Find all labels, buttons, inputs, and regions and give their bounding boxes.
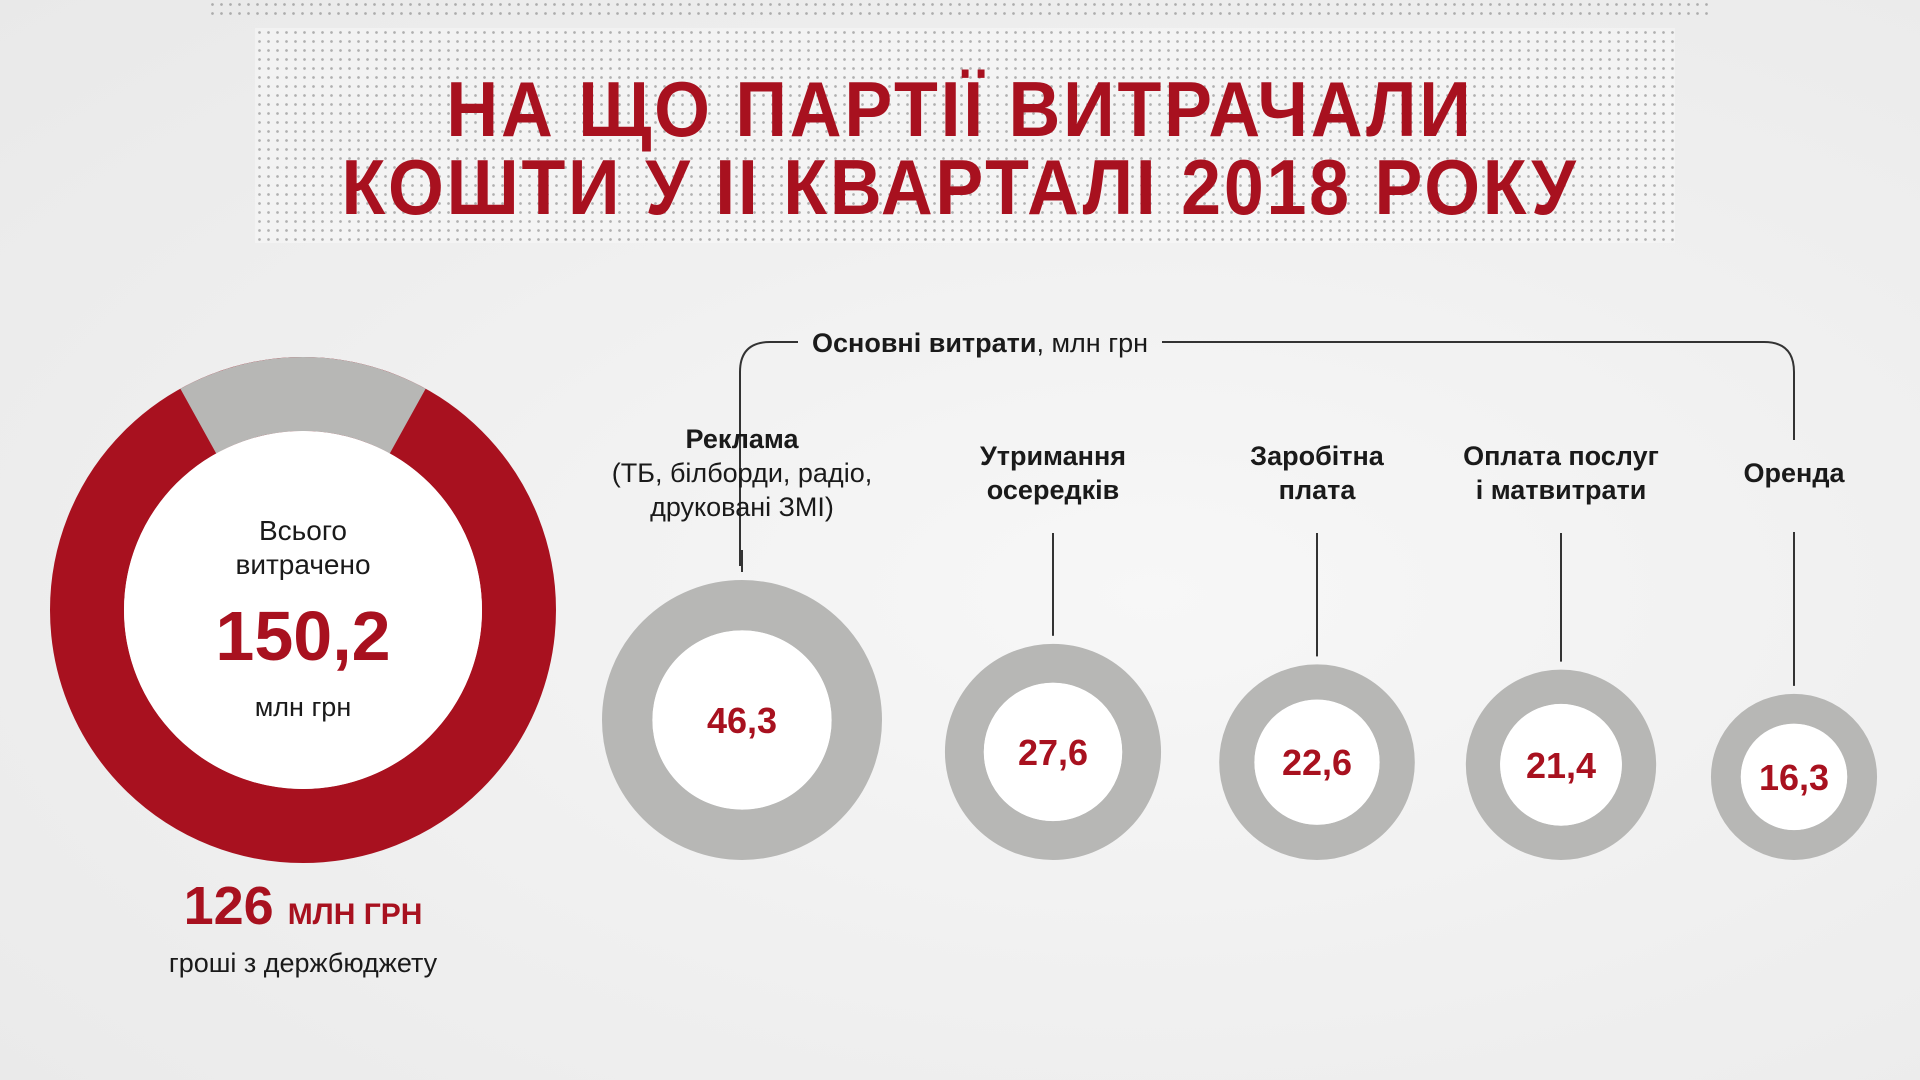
bracket-line-left xyxy=(739,341,798,566)
category-label-заробітна-плата-2: плата xyxy=(1279,475,1357,505)
category-оплата-послуг-і-матвитрати: 21,4 Оплата послуг і матвитрати xyxy=(1463,441,1659,860)
decorative-dot-strip xyxy=(208,0,1708,18)
total-label-line-2: витрачено xyxy=(235,549,370,580)
total-label-line-1: Всього xyxy=(259,515,347,546)
category-ring-hole-утримання-осередків xyxy=(983,682,1123,822)
budget-value: 126 xyxy=(184,876,274,936)
total-value: 150,2 xyxy=(215,597,390,675)
category-утримання-осередків: 27,6 Утримання осередків xyxy=(944,441,1162,860)
total-donut: Всього витрачено 150,2 млн грн xyxy=(50,357,556,863)
budget-line: 126 МЛН ГРН xyxy=(184,876,423,936)
category-value-заробітна-плата: 22,6 xyxy=(1282,742,1352,783)
budget-caption: гроші з держбюджету xyxy=(169,948,438,978)
category-label-оренда-1: Оренда xyxy=(1744,458,1846,488)
category-label-утримання-осередків-1: Утримання xyxy=(980,441,1126,471)
budget-unit: МЛН ГРН xyxy=(288,898,423,931)
category-label-утримання-осередків-2: осередків xyxy=(987,475,1119,505)
category-value-оплата-послуг-і-матвитрати: 21,4 xyxy=(1526,745,1596,786)
category-ring-реклама xyxy=(602,580,883,861)
category-label-реклама-1: Реклама xyxy=(686,424,800,454)
category-заробітна-плата: 22,6 Заробітна плата xyxy=(1219,441,1415,860)
total-unit: млн грн xyxy=(255,692,352,722)
category-ring-hole-оренда xyxy=(1740,723,1848,831)
category-label-оплата-послуг-і-матвитрати-2: і матвитрати xyxy=(1476,475,1647,505)
bracket-label-unit: , млн грн xyxy=(1036,328,1148,358)
category-ring-hole-реклама xyxy=(652,630,832,810)
category-ring-hole-заробітна-плата xyxy=(1254,699,1380,825)
category-label-оплата-послуг-і-матвитрати-1: Оплата послуг xyxy=(1463,441,1659,471)
title-dotted-panel xyxy=(255,28,1675,243)
category-ring-оренда xyxy=(1710,693,1878,860)
page-title-line-1: НА ЩО ПАРТІЇ ВИТРАЧАЛИ xyxy=(446,65,1474,153)
category-ring-заробітна-плата xyxy=(1219,664,1415,860)
category-label-реклама-3: друковані ЗМІ) xyxy=(650,492,834,522)
category-ring-оплата-послуг-і-матвитрати xyxy=(1465,669,1657,860)
budget-note: 126 МЛН ГРН гроші з держбюджету xyxy=(169,876,438,978)
category-оренда: 16,3 Оренда xyxy=(1710,458,1878,860)
category-value-утримання-осередків: 27,6 xyxy=(1018,732,1088,773)
category-ring-hole-оплата-послуг-і-матвитрати xyxy=(1500,703,1622,826)
bracket-label-bold: Основні витрати xyxy=(812,328,1036,358)
bracket-line-right xyxy=(1162,341,1795,440)
category-label-реклама-2: (ТБ, білборди, радіо, xyxy=(612,458,872,488)
category-label-заробітна-плата-1: Заробітна xyxy=(1250,441,1385,471)
category-реклама: 46,3 Реклама (ТБ, білборди, радіо, друкован… xyxy=(602,424,883,861)
category-group: 46,3 Реклама (ТБ, білборди, радіо, друкован… xyxy=(602,424,1878,861)
bracket-label: Основні витрати, млн грн xyxy=(812,328,1148,358)
bracket: Основні витрати, млн грн xyxy=(739,328,1795,566)
category-ring-утримання-осередків xyxy=(944,643,1162,860)
page-title-line-2: КОШТИ У ІІ КВАРТАЛІ 2018 РОКУ xyxy=(341,143,1579,231)
total-donut-grey-arc xyxy=(180,357,426,454)
total-donut-hole xyxy=(124,431,482,789)
category-value-реклама: 46,3 xyxy=(707,700,777,741)
category-value-оренда: 16,3 xyxy=(1759,757,1829,798)
